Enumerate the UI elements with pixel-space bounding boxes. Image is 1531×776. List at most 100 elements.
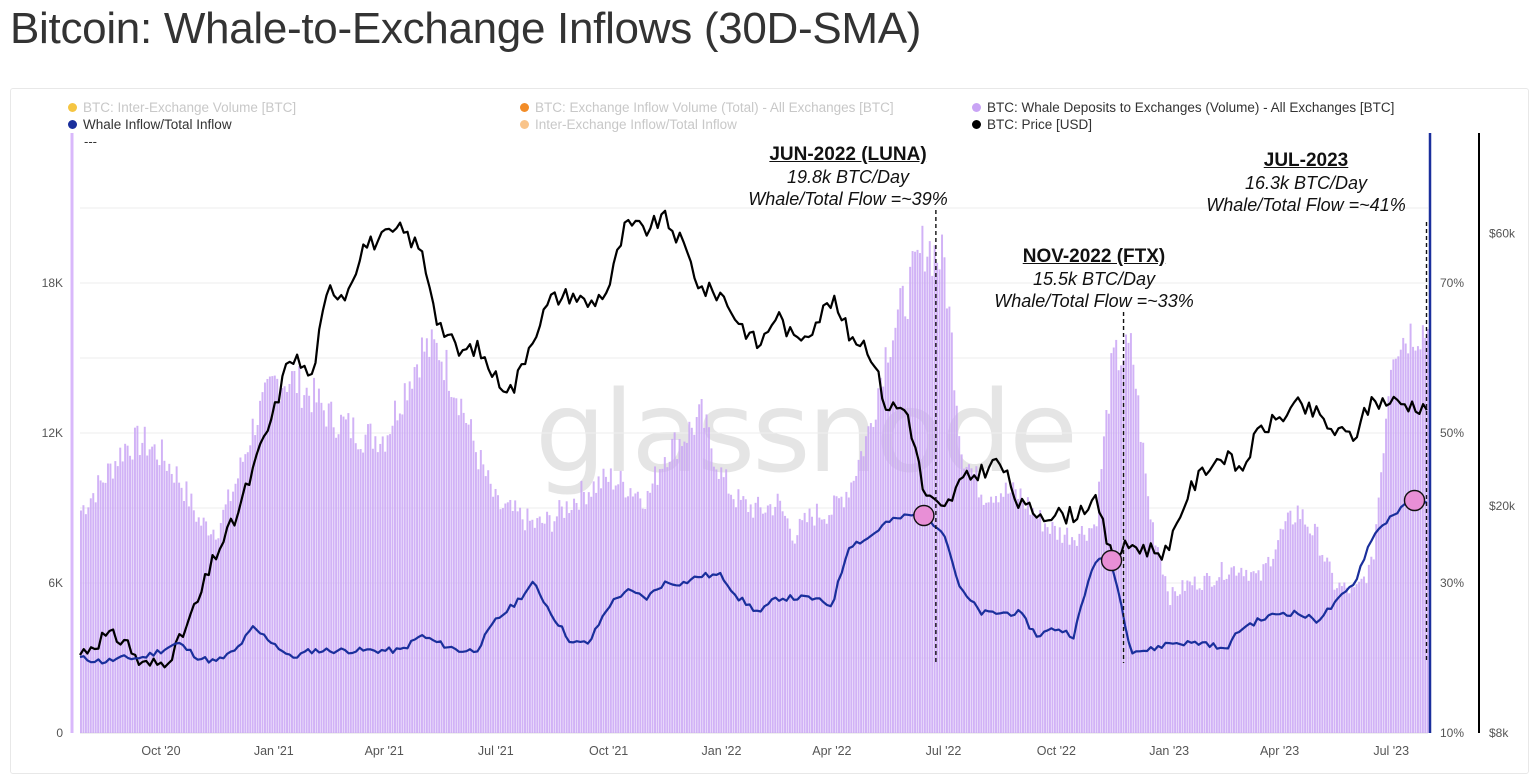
whale-deposit-bar	[1309, 533, 1311, 733]
whale-deposit-bar	[1166, 591, 1169, 733]
x-tick-label: Apr '23	[1260, 744, 1299, 758]
whale-deposit-bar	[651, 483, 654, 733]
whale-deposit-bar	[1353, 587, 1356, 733]
whale-deposit-bar	[941, 234, 944, 733]
whale-deposit-bar	[124, 443, 127, 733]
whale-deposit-bar	[1237, 572, 1240, 733]
whale-deposit-bar	[165, 470, 168, 733]
whale-deposit-bar	[909, 266, 912, 733]
whale-deposit-bar	[354, 443, 357, 733]
whale-deposit-bar	[217, 538, 220, 733]
whale-deposit-bar	[835, 496, 838, 733]
whale-deposit-bar	[1240, 567, 1243, 733]
whale-deposit-bar	[207, 535, 210, 733]
whale-deposit-bar	[1367, 564, 1370, 733]
whale-deposit-bar	[180, 487, 183, 733]
whale-deposit-bar	[151, 446, 154, 733]
whale-deposit-bar	[990, 496, 993, 733]
whale-deposit-bar	[1218, 577, 1221, 733]
whale-deposit-bar	[1272, 558, 1275, 733]
whale-deposit-bar	[1009, 492, 1012, 733]
whale-deposit-bar	[1301, 509, 1304, 733]
legend-item-whale-deposits[interactable]: BTC: Whale Deposits to Exchanges (Volume…	[972, 100, 1394, 115]
whale-deposit-bar	[320, 402, 323, 733]
whale-deposit-bar	[636, 491, 639, 733]
whale-deposit-bar	[1029, 514, 1032, 733]
whale-deposit-bar	[524, 530, 526, 733]
whale-deposit-bar	[793, 543, 796, 733]
y-left-tick-label: 6K	[48, 576, 63, 590]
whale-deposit-bar	[1306, 526, 1309, 733]
annotation-line: 19.8k BTC/Day	[786, 167, 910, 187]
whale-deposit-bar	[344, 419, 347, 733]
whale-deposit-bar	[509, 499, 512, 733]
whale-deposit-bar	[887, 362, 890, 733]
whale-deposit-bar	[766, 505, 769, 733]
whale-deposit-bar	[730, 494, 733, 733]
whale-deposit-bar	[367, 424, 369, 733]
whale-deposit-bar	[595, 492, 598, 733]
annotation-heading: JUN-2022 (LUNA)	[769, 144, 927, 165]
whale-deposit-bar	[1372, 559, 1375, 733]
whale-deposit-bar	[1181, 580, 1184, 733]
whale-deposit-bar	[401, 414, 404, 733]
whale-deposit-bar	[548, 515, 551, 733]
whale-deposit-bar	[649, 492, 652, 733]
whale-deposit-bar	[1171, 587, 1174, 733]
whale-deposit-bar	[379, 443, 382, 733]
whale-deposit-bar	[126, 445, 129, 733]
whale-deposit-bar	[1404, 343, 1407, 733]
whale-deposit-bar	[121, 461, 124, 733]
whale-deposit-bar	[860, 451, 863, 733]
legend-dot-icon	[972, 120, 981, 129]
whale-deposit-bar	[423, 351, 426, 733]
whale-deposit-bar	[1205, 573, 1208, 733]
whale-deposit-bar	[278, 401, 281, 733]
whale-deposit-bar	[418, 377, 421, 733]
whale-deposit-bar	[573, 498, 576, 733]
y-left-tick-label: 18K	[42, 276, 63, 290]
whale-deposit-bar	[1134, 388, 1137, 733]
legend-label: BTC: Whale Deposits to Exchanges (Volume…	[987, 100, 1395, 115]
whale-deposit-bar	[754, 502, 757, 733]
legend-item-btc-price[interactable]: BTC: Price [USD]	[972, 117, 1092, 132]
annotation-luna: JUN-2022 (LUNA) 19.8k BTC/Day Whale/Tota…	[738, 144, 958, 210]
whale-deposit-bar	[906, 318, 909, 733]
whale-deposit-bar	[624, 497, 627, 733]
annotation-heading: NOV-2022 (FTX)	[1022, 246, 1166, 267]
legend-item-inter-exchange-volume[interactable]: BTC: Inter-Exchange Volume [BTC]	[68, 100, 296, 115]
whale-deposit-bar	[852, 480, 855, 733]
legend-label: BTC: Inter-Exchange Volume [BTC]	[83, 100, 297, 115]
whale-deposit-bar	[590, 496, 593, 733]
legend-item-exchange-inflow-total[interactable]: BTC: Exchange Inflow Volume (Total) - Al…	[520, 100, 894, 115]
whale-deposit-bar	[337, 434, 340, 733]
whale-deposit-bar	[342, 416, 345, 733]
whale-deposit-bar	[452, 397, 455, 733]
whale-deposit-bar	[820, 519, 823, 733]
whale-deposit-bar	[1142, 442, 1145, 733]
whale-deposit-bar	[511, 510, 514, 733]
legend-item-inter-exchange-ratio[interactable]: Inter-Exchange Inflow/Total Inflow	[520, 117, 737, 132]
whale-deposit-bar	[210, 534, 212, 733]
whale-deposit-bar	[462, 412, 465, 733]
y-ratio-tick-label: 10%	[1440, 726, 1464, 740]
whale-deposit-bar	[246, 452, 249, 733]
whale-deposit-bar	[543, 523, 546, 733]
whale-deposit-bar	[708, 427, 710, 733]
whale-deposit-bar	[845, 491, 848, 733]
whale-deposit-bar	[163, 460, 166, 733]
whale-deposit-bar	[222, 509, 225, 733]
whale-deposit-bar	[1100, 469, 1103, 733]
whale-deposit-bar	[842, 507, 845, 733]
whale-deposit-bar	[1387, 396, 1390, 733]
x-tick-label: Jan '23	[1149, 744, 1189, 758]
whale-deposit-bar	[1071, 537, 1074, 733]
annotation-line: Whale/Total Flow =~41%	[1206, 195, 1406, 215]
whale-deposit-bar	[1392, 359, 1395, 733]
legend-item-whale-ratio[interactable]: Whale Inflow/Total Inflow	[68, 117, 232, 132]
whale-deposit-bar	[1169, 605, 1172, 733]
whale-deposit-bar	[1291, 524, 1294, 733]
whale-deposit-bar	[1004, 482, 1007, 733]
whale-deposit-bar	[178, 482, 181, 733]
whale-deposit-bar	[528, 520, 531, 733]
